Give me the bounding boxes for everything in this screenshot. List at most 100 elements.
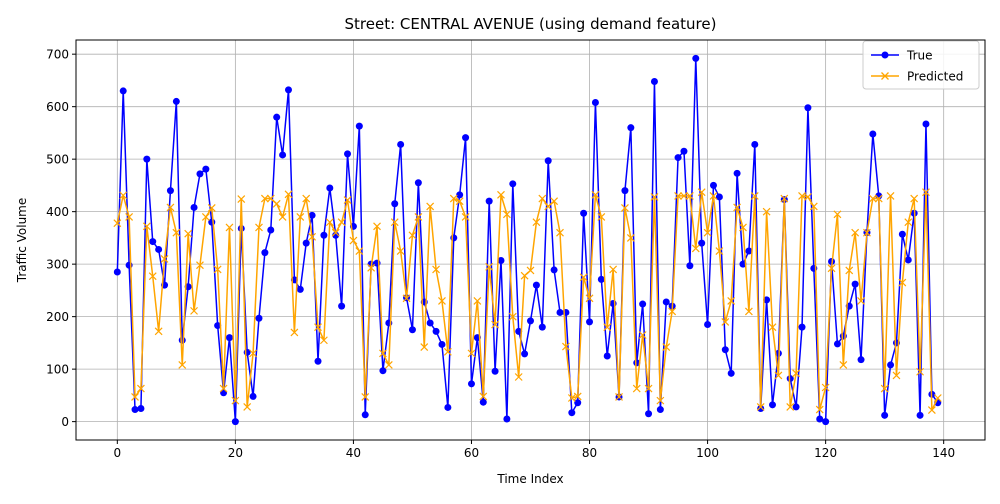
predicted-point xyxy=(532,218,541,227)
true-point xyxy=(438,340,446,348)
predicted-point xyxy=(302,194,311,203)
predicted-point xyxy=(886,191,895,200)
predicted-point xyxy=(691,244,700,253)
predicted-point xyxy=(408,231,417,240)
predicted-point xyxy=(225,223,234,232)
predicted-point xyxy=(414,212,423,221)
true-point xyxy=(214,322,222,330)
predicted-point xyxy=(119,191,128,200)
predicted-point xyxy=(632,384,641,393)
true-point xyxy=(733,169,741,177)
predicted-point xyxy=(290,328,299,337)
predicted-point xyxy=(744,307,753,316)
predicted-point xyxy=(567,394,576,402)
true-point xyxy=(544,157,552,165)
x-tick-label: 20 xyxy=(228,446,243,460)
predicted-point xyxy=(762,207,771,216)
predicted-point xyxy=(703,228,712,237)
true-point xyxy=(166,187,174,195)
predicted-point xyxy=(461,212,470,221)
predicted-point xyxy=(845,266,854,275)
predicted-point xyxy=(142,222,151,231)
predicted-point xyxy=(367,263,376,272)
predicted-point xyxy=(449,194,458,203)
predicted-point xyxy=(697,188,706,197)
predicted-point xyxy=(207,204,216,212)
predicted-point xyxy=(508,312,517,321)
predicted-point xyxy=(733,203,742,212)
true-point xyxy=(261,249,269,257)
predicted-point xyxy=(296,212,305,221)
predicted-point xyxy=(201,212,210,221)
true-point xyxy=(721,346,729,354)
true-point xyxy=(131,406,139,414)
true-point xyxy=(597,275,605,283)
x-tick-label: 40 xyxy=(346,446,361,460)
true-point xyxy=(172,97,180,105)
predicted-point xyxy=(384,361,393,369)
true-point xyxy=(538,323,546,331)
y-tick-label: 600 xyxy=(46,100,69,114)
predicted-point xyxy=(721,317,730,326)
predicted-point xyxy=(809,202,818,211)
predicted-point xyxy=(556,228,564,237)
true-line xyxy=(116,57,939,423)
true-point xyxy=(875,192,883,200)
true-point xyxy=(485,197,493,205)
predicted-point xyxy=(550,197,559,206)
predicted-point xyxy=(284,190,293,199)
predicted-point xyxy=(916,367,924,376)
true-point xyxy=(426,319,434,327)
predicted-point xyxy=(579,273,588,282)
predicted-point xyxy=(219,384,228,393)
predicted-point xyxy=(615,393,623,401)
true-point xyxy=(904,256,912,264)
true-point xyxy=(237,224,245,232)
predicted-point xyxy=(922,188,930,197)
predicted-point xyxy=(792,369,801,378)
legend-predicted-label: Predicted xyxy=(907,70,963,84)
predicted-point xyxy=(591,190,600,199)
predicted-point xyxy=(213,265,222,274)
predicted-point xyxy=(479,392,488,401)
predicted-point xyxy=(786,403,795,411)
true-point xyxy=(296,285,304,293)
true-point xyxy=(751,140,759,148)
true-point xyxy=(379,367,387,375)
true-point xyxy=(627,124,635,132)
predicted-point xyxy=(231,396,240,405)
true-point xyxy=(769,401,777,409)
true-point xyxy=(119,87,127,95)
predicted-point xyxy=(573,392,582,401)
predicted-point xyxy=(863,228,871,237)
predicted-point xyxy=(585,294,594,303)
true-point xyxy=(745,247,753,255)
true-point xyxy=(462,134,470,142)
true-point xyxy=(568,409,576,417)
predicted-point xyxy=(597,212,606,221)
predicted-point xyxy=(839,361,848,369)
true-point xyxy=(757,405,765,413)
predicted-point xyxy=(502,210,511,219)
true-point xyxy=(621,187,629,195)
true-point xyxy=(491,367,499,375)
true-point xyxy=(515,327,523,335)
predicted-point xyxy=(467,349,476,358)
predicted-point xyxy=(709,191,718,200)
predicted-point xyxy=(526,266,535,275)
true-point xyxy=(225,334,233,342)
predicted-point xyxy=(420,343,429,352)
true-point xyxy=(645,410,653,418)
true-point xyxy=(231,418,239,426)
predicted-point xyxy=(154,327,163,336)
true-point xyxy=(414,179,422,187)
predicted-point xyxy=(821,383,830,392)
true-point xyxy=(869,130,877,138)
true-point xyxy=(798,323,806,331)
x-tick-label: 120 xyxy=(814,446,837,460)
predicted-point xyxy=(827,264,836,273)
predicted-point xyxy=(874,194,883,203)
predicted-point xyxy=(768,323,777,332)
predicted-point xyxy=(774,371,783,380)
